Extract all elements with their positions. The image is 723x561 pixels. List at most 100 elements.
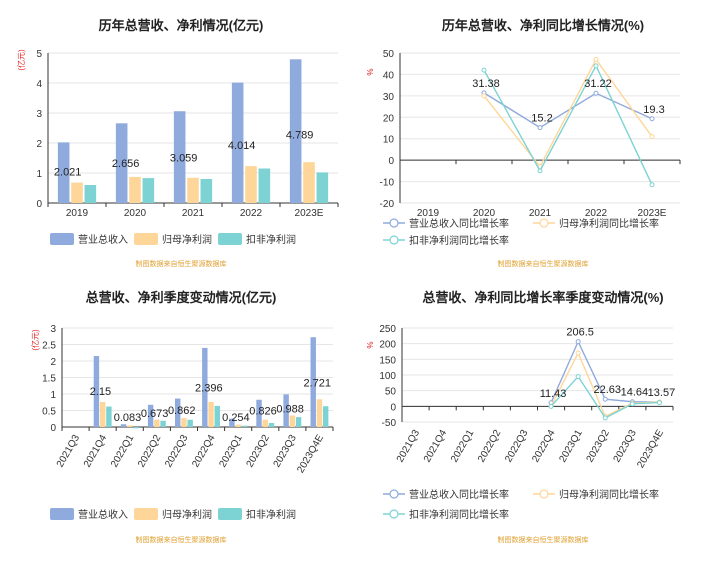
y-tick-label: 4 xyxy=(36,79,42,90)
x-tick-label: 2019 xyxy=(66,208,89,219)
y-tick-label: 5 xyxy=(36,49,42,60)
bar-deducted-profit xyxy=(84,185,97,203)
legend-marker xyxy=(389,489,399,499)
bar-revenue xyxy=(231,82,244,203)
chart-annual_amount: 历年总营收、净利情况(亿元) (亿元) 0 1 2 3 4 5 2019 2020 2021 2022… xyxy=(16,18,339,268)
line-point xyxy=(649,182,655,188)
y-tick-label: 2 xyxy=(50,357,56,368)
y-tick-label: -20 xyxy=(380,199,395,210)
revenue-data-label: 0.673 xyxy=(141,408,169,420)
legend-label: 扣非净利润 xyxy=(246,508,296,521)
line-point xyxy=(602,415,608,421)
bar-deducted-profit xyxy=(187,419,193,427)
chart-title: 总营收、净利同比增长率季度变动情况(%) xyxy=(422,290,663,305)
bar-deducted-profit xyxy=(295,417,302,427)
bar-revenue xyxy=(57,142,70,203)
chart-title: 总营收、净利季度变动情况(亿元) xyxy=(86,290,277,305)
line-revenue-growth xyxy=(483,92,653,129)
bar-parent-profit xyxy=(235,424,241,427)
line-point xyxy=(602,396,608,402)
line-point xyxy=(649,116,655,122)
legend-label: 扣非净利润同比增长率 xyxy=(409,508,509,521)
y-tick-label: -50 xyxy=(382,418,397,429)
bar-parent-profit xyxy=(127,425,133,427)
bar-revenue xyxy=(310,337,316,427)
revenue-data-label: 0.988 xyxy=(276,403,304,415)
line-point xyxy=(593,90,599,96)
revenue-data-label: 2.656 xyxy=(112,158,140,170)
line-point xyxy=(649,134,655,140)
chart-annual_growth: 历年总营收、净利同比增长情况(%)% -20 -10 0 10 20 30 40 50 2019 2… xyxy=(366,18,681,268)
y-tick-label: 0 xyxy=(390,402,396,413)
legend-label: 归母净利润 xyxy=(162,508,212,521)
y-tick-label: 50 xyxy=(385,387,397,398)
chart-title: 历年总营收、净利同比增长情况(%) xyxy=(442,18,644,33)
unit-label: (亿元) xyxy=(30,329,40,351)
revenue-data-label: 0.254 xyxy=(222,412,250,424)
revenue-data-label: 3.059 xyxy=(170,153,198,165)
revenue-data-label: 4.014 xyxy=(228,140,256,152)
revenue-growth-data-label: 19.3 xyxy=(643,104,664,116)
y-tick-label: 200 xyxy=(379,340,396,351)
bar-deducted-profit xyxy=(316,172,329,203)
legend-label: 归母净利润同比增长率 xyxy=(559,488,659,501)
x-tick-label: 2022Q2 xyxy=(136,433,164,470)
x-tick-label: 2022Q3 xyxy=(163,433,191,470)
bar-deducted-profit xyxy=(258,168,271,203)
y-tick-label: 0 xyxy=(50,423,56,434)
bar-parent-profit xyxy=(181,418,187,427)
bar-revenue xyxy=(229,418,235,427)
x-tick-label: 2023Q1 xyxy=(557,428,585,465)
legend-swatch xyxy=(50,233,74,245)
source-note: 制图数据来自恒生聚源数据库 xyxy=(498,535,589,544)
x-tick-label: 2023Q2 xyxy=(245,433,273,470)
legend-marker xyxy=(539,218,549,228)
x-tick-label: 2022Q1 xyxy=(449,428,477,465)
legend-marker xyxy=(389,235,399,245)
revenue-data-label: 4.789 xyxy=(286,129,314,141)
bar-parent-profit xyxy=(245,166,257,203)
line-parent-profit-growth xyxy=(483,58,653,168)
y-tick-label: 50 xyxy=(383,49,395,60)
x-tick-label: 2021Q4 xyxy=(422,428,450,465)
legend-swatch xyxy=(50,508,74,520)
y-tick-label: 3 xyxy=(36,109,42,120)
revenue-data-label: 2.396 xyxy=(195,382,223,394)
y-tick-label: 1.5 xyxy=(42,374,56,385)
bar-parent-profit xyxy=(208,401,214,427)
revenue-growth-data-label: 31.38 xyxy=(472,78,500,90)
legend-marker xyxy=(389,509,399,519)
x-tick-label: 2022Q3 xyxy=(503,428,531,465)
x-tick-label: 2021 xyxy=(182,208,205,219)
x-tick-label: 2023Q3 xyxy=(272,433,300,470)
x-tick-label: 2023Q1 xyxy=(217,433,245,470)
x-tick-label: 2022Q1 xyxy=(109,433,137,470)
bar-deducted-profit xyxy=(106,406,112,427)
unit-label: % xyxy=(366,341,375,348)
x-tick-label: 2020 xyxy=(473,208,496,219)
bar-revenue xyxy=(175,398,181,427)
bar-parent-profit xyxy=(316,399,323,427)
bar-parent-profit xyxy=(303,162,315,203)
x-tick-label: 2023E xyxy=(295,208,324,219)
bar-parent-profit xyxy=(262,419,268,427)
bar-revenue xyxy=(283,394,289,427)
y-tick-label: 0 xyxy=(36,199,42,210)
y-tick-label: 40 xyxy=(383,70,395,81)
source-note: 制图数据来自恒生聚源数据库 xyxy=(498,259,589,268)
bar-deducted-profit xyxy=(142,178,155,203)
x-tick-label: 2021Q4 xyxy=(82,433,110,470)
line-point xyxy=(593,63,599,69)
x-tick-label: 2021 xyxy=(529,208,552,219)
revenue-data-label: 2.021 xyxy=(54,167,82,179)
bar-revenue xyxy=(256,399,262,427)
legend-label: 扣非净利润 xyxy=(246,233,296,246)
x-tick-label: 2022Q4 xyxy=(190,433,218,470)
y-tick-label: 0 xyxy=(388,156,394,167)
x-tick-label: 2023Q4E xyxy=(635,428,666,470)
unit-label: (亿元) xyxy=(16,49,26,71)
bar-parent-profit xyxy=(129,176,141,203)
